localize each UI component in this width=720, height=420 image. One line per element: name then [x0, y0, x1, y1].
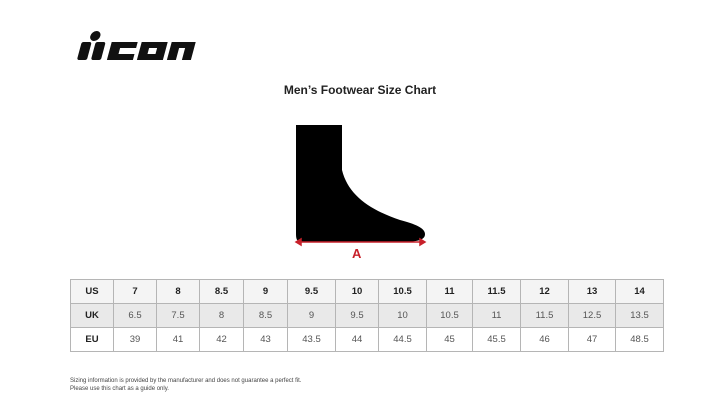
table-cell: 45 [426, 327, 473, 352]
table-row: UK 6.5 7.5 8 8.5 9 9.5 10 10.5 11 11.5 12.5 13.5 [70, 303, 664, 328]
table-cell: 14 [615, 279, 664, 304]
table-cell: 11.5 [520, 303, 569, 328]
table-cell: 46 [520, 327, 569, 352]
table-cell: 10.5 [426, 303, 473, 328]
table-cell: 7.5 [156, 303, 200, 328]
table-cell: 9 [287, 303, 336, 328]
table-cell: 10 [335, 279, 379, 304]
table-cell: 39 [113, 327, 157, 352]
table-cell: 11.5 [472, 279, 521, 304]
table-cell: 13.5 [615, 303, 664, 328]
table-cell: 11 [472, 303, 521, 328]
page-title: Men’s Footwear Size Chart [283, 83, 437, 97]
disclaimer-line: Sizing information is provided by the ma… [70, 378, 302, 384]
table-cell: 42 [199, 327, 244, 352]
row-header: UK [70, 303, 114, 328]
icon-brand-logo [77, 31, 196, 60]
table-cell: 43.5 [287, 327, 336, 352]
measure-label: A [352, 246, 362, 261]
table-cell: 8.5 [243, 303, 288, 328]
foot-diagram [294, 125, 427, 247]
table-cell: 8 [156, 279, 200, 304]
table-cell: 9.5 [335, 303, 379, 328]
measure-arrow [294, 237, 427, 247]
table-row: EU 39 41 42 43 43.5 44 44.5 45 45.5 46 47 48.5 [70, 327, 664, 352]
table-cell: 48.5 [615, 327, 664, 352]
table-cell: 45.5 [472, 327, 521, 352]
disclaimer: Sizing information is provided by the ma… [70, 377, 301, 393]
foot-silhouette [296, 125, 425, 242]
row-header: EU [70, 327, 114, 352]
table-cell: 12.5 [568, 303, 616, 328]
row-header: US [70, 279, 114, 304]
table-cell: 12 [520, 279, 569, 304]
disclaimer-line: Please use this chart as a guide only. [70, 386, 169, 392]
table-cell: 47 [568, 327, 616, 352]
table-cell: 43 [243, 327, 288, 352]
table-cell: 8.5 [199, 279, 244, 304]
table-cell: 13 [568, 279, 616, 304]
table-cell: 8 [199, 303, 244, 328]
table-cell: 7 [113, 279, 157, 304]
size-table: US 7 8 8.5 9 9.5 10 10.5 11 11.5 12 13 14 UK 6.5 7.5 8 8.… [70, 279, 664, 352]
table-cell: 44 [335, 327, 379, 352]
table-row: US 7 8 8.5 9 9.5 10 10.5 11 11.5 12 13 14 [70, 279, 664, 304]
table-cell: 9 [243, 279, 288, 304]
table-cell: 6.5 [113, 303, 157, 328]
table-cell: 11 [426, 279, 473, 304]
table-cell: 10.5 [378, 279, 427, 304]
table-cell: 10 [378, 303, 427, 328]
table-cell: 9.5 [287, 279, 336, 304]
table-cell: 41 [156, 327, 200, 352]
table-cell: 44.5 [378, 327, 427, 352]
